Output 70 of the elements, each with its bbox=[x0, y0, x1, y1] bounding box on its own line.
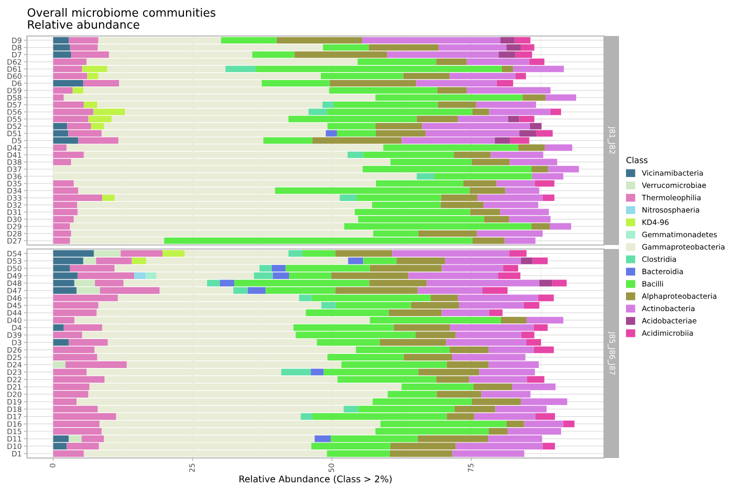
bar bbox=[220, 280, 234, 286]
bar bbox=[502, 66, 514, 72]
bar bbox=[563, 420, 574, 428]
bar bbox=[550, 108, 562, 116]
bar bbox=[509, 250, 527, 257]
bar bbox=[482, 287, 508, 294]
bar bbox=[300, 413, 312, 420]
bar bbox=[221, 37, 277, 44]
bar bbox=[535, 413, 555, 420]
bar bbox=[302, 250, 336, 257]
bar bbox=[233, 287, 248, 294]
bar bbox=[248, 287, 266, 294]
bar bbox=[281, 368, 311, 376]
bar bbox=[299, 294, 312, 302]
bar bbox=[348, 258, 364, 264]
bar bbox=[340, 194, 356, 201]
bar bbox=[162, 250, 185, 257]
bar bbox=[134, 272, 146, 280]
bar bbox=[539, 280, 552, 286]
bar bbox=[252, 51, 295, 58]
bar bbox=[207, 280, 220, 286]
bar bbox=[314, 435, 331, 442]
bar bbox=[335, 250, 392, 257]
bar bbox=[515, 72, 526, 80]
bar bbox=[263, 137, 312, 144]
bar bbox=[321, 302, 336, 309]
bar bbox=[532, 223, 550, 230]
bar bbox=[416, 173, 435, 180]
bar bbox=[544, 144, 572, 151]
bar bbox=[534, 180, 554, 187]
bar bbox=[326, 130, 337, 137]
bar bbox=[527, 376, 544, 383]
bar bbox=[522, 94, 546, 101]
bar bbox=[542, 194, 554, 201]
bar bbox=[494, 137, 510, 144]
bar bbox=[532, 166, 548, 172]
bar bbox=[72, 87, 84, 94]
bar bbox=[310, 368, 324, 376]
bar bbox=[53, 339, 69, 346]
bar bbox=[102, 194, 115, 201]
legend-title: Class bbox=[626, 156, 648, 164]
bar bbox=[53, 80, 84, 86]
bar bbox=[344, 406, 358, 412]
chart-subtitle: Relative abundance bbox=[28, 20, 140, 29]
bar bbox=[146, 272, 156, 280]
bar bbox=[518, 144, 545, 151]
bar bbox=[53, 361, 66, 368]
bar bbox=[519, 116, 534, 122]
bar bbox=[323, 44, 369, 51]
bar bbox=[437, 87, 467, 94]
x-axis-title: Relative Abundance (Class > 2%) bbox=[240, 475, 392, 484]
bar bbox=[53, 324, 64, 331]
bar bbox=[132, 258, 146, 264]
bar bbox=[225, 66, 256, 72]
bar bbox=[500, 316, 527, 324]
bar bbox=[532, 258, 548, 264]
bar bbox=[542, 442, 555, 450]
bar bbox=[520, 258, 533, 264]
bar bbox=[489, 309, 503, 316]
bar bbox=[436, 58, 467, 65]
bar bbox=[552, 280, 567, 286]
bar bbox=[496, 80, 514, 86]
bar bbox=[276, 37, 362, 44]
bar bbox=[510, 137, 530, 144]
bar bbox=[288, 250, 302, 257]
bar bbox=[68, 435, 82, 442]
chart-title: Overall microbiome communities bbox=[28, 8, 216, 17]
bar bbox=[348, 152, 364, 158]
bar bbox=[508, 116, 520, 122]
bar bbox=[536, 130, 553, 137]
